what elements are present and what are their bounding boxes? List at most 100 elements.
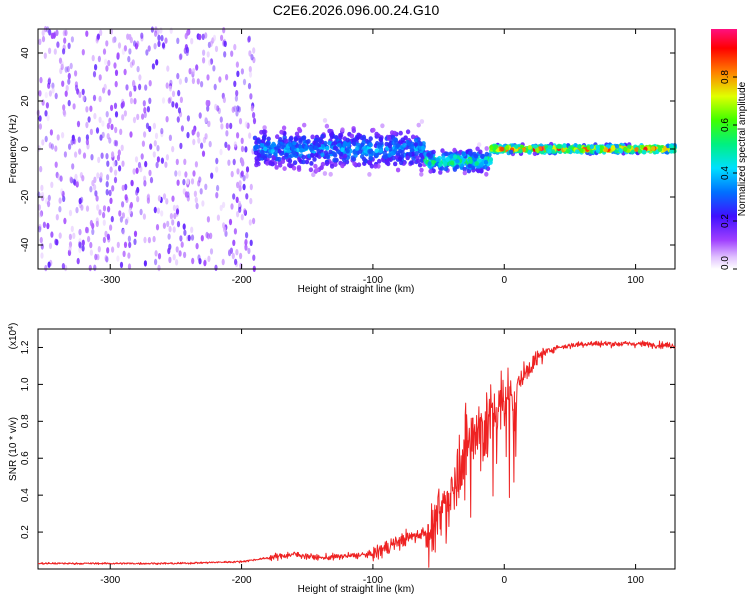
spectrogram-cell — [413, 137, 419, 143]
spectrogram-cell — [201, 150, 206, 157]
spectrogram-cell — [277, 156, 282, 162]
spectrogram-cell — [119, 261, 124, 269]
spectrogram-cell — [291, 165, 297, 171]
spectrogram-cell — [87, 116, 91, 123]
spectrogram-cell — [184, 171, 188, 178]
spectrogram-cell — [240, 145, 245, 153]
spectrogram-cell — [113, 176, 118, 184]
spectrogram-cell — [235, 110, 239, 117]
spectrogram-cell — [290, 145, 296, 151]
spectrogram-cell — [409, 160, 414, 166]
spectrogram-cell — [67, 99, 71, 107]
spectrogram-cell — [103, 83, 107, 91]
spectrogram-cell — [249, 93, 253, 100]
spectrogram-cell — [154, 132, 159, 140]
spectrogram-cell — [64, 66, 68, 73]
spectrogram-cell — [201, 200, 205, 207]
spectrogram-cell — [105, 256, 109, 263]
spectrogram-cell — [114, 126, 118, 134]
spectrogram-cell — [236, 132, 240, 139]
spectrogram-cell — [323, 140, 328, 146]
spectrogram-cell — [278, 162, 283, 168]
spectrogram-cell — [287, 158, 293, 164]
spectrogram-cell — [51, 82, 55, 89]
spectrogram-cell — [99, 29, 103, 36]
spectrogram-cell — [186, 131, 190, 139]
spectrogram-cell — [123, 68, 127, 76]
spectrogram-cell — [89, 105, 93, 112]
spectrogram-cell — [282, 166, 287, 172]
spectrogram-cell — [134, 156, 139, 163]
spectrogram-cell — [101, 120, 105, 127]
spectrogram-cell — [187, 234, 191, 242]
spectrogram-cell — [301, 159, 306, 165]
spectrogram-cell — [346, 142, 351, 148]
spectrogram-cell — [216, 105, 220, 112]
spectrogram-cell — [216, 184, 220, 192]
spectrogram-cell — [227, 159, 231, 166]
spectrogram-cell — [268, 161, 273, 166]
spectrogram-cell — [44, 110, 48, 117]
spectrogram-cell — [91, 180, 95, 187]
spectrogram-cell — [127, 55, 131, 63]
spectrogram-cell — [164, 161, 168, 168]
spectrogram-cell — [249, 239, 253, 246]
spectrogram-cell — [274, 165, 279, 170]
spectrogram-cell — [657, 147, 663, 152]
spectrogram-cell — [247, 82, 252, 90]
spectrogram-cell — [371, 127, 376, 133]
spectrogram-cell — [146, 197, 150, 204]
spectrogram-cell — [58, 197, 62, 204]
spectrogram-cell — [198, 112, 202, 119]
spectrogram-cell — [192, 170, 196, 177]
spectrogram-cell — [96, 33, 100, 40]
spectrogram-cell — [242, 183, 246, 191]
spectrogram-cell — [483, 164, 488, 170]
spectrogram-cell — [143, 180, 147, 187]
spectrogram-cell — [56, 134, 60, 141]
y-tick-label: 0.6 — [20, 451, 31, 465]
spectrogram-cell — [368, 142, 373, 148]
spectrogram-cell — [342, 153, 348, 159]
spectrogram-cell — [179, 142, 183, 150]
spectrogram-cell — [361, 156, 367, 162]
spectrogram-cell — [98, 95, 102, 103]
spectrogram-cell — [198, 33, 202, 41]
spectrogram-cell — [143, 260, 147, 267]
spectrogram-cell — [306, 139, 311, 144]
spectrogram-cell — [210, 172, 214, 179]
spectrogram-cell — [100, 152, 104, 159]
spectrogram-cell — [484, 146, 489, 151]
x-tick-label: 0 — [501, 275, 507, 286]
x-tick-label: -100 — [363, 275, 383, 286]
spectrogram-cell — [85, 134, 89, 141]
spectrogram-cell — [284, 152, 289, 158]
spectrogram-cell — [162, 193, 167, 200]
spectrogram-cell — [139, 165, 143, 173]
spectrogram-cell — [298, 137, 303, 143]
spectrogram-cell — [38, 123, 43, 130]
spectrogram-cell — [358, 149, 363, 154]
spectrogram-cell — [59, 67, 63, 75]
spectrogram-cell — [228, 218, 233, 226]
spectrogram-cell — [55, 214, 59, 221]
spectrogram-cell — [443, 160, 448, 166]
spectrogram-cell — [340, 147, 345, 153]
spectrogram-cell — [231, 252, 235, 260]
spectrogram-cell — [230, 203, 234, 210]
spectrogram-cell — [380, 123, 385, 129]
spectrogram-cell — [168, 134, 172, 141]
spectrogram-cell — [121, 48, 125, 55]
spectrogram-cell — [165, 82, 169, 89]
spectrogram-cell — [151, 63, 155, 70]
spectrogram-cell — [144, 160, 148, 168]
spectrogram-cell — [126, 216, 130, 223]
spectrogram-cell — [449, 153, 454, 159]
spectrogram-cell — [351, 156, 357, 162]
spectrogram-cell — [93, 112, 97, 120]
spectrogram-cell — [50, 143, 55, 150]
spectrogram-cell — [143, 131, 147, 138]
spectrogram-cell — [179, 96, 183, 104]
spectrogram-cell — [392, 130, 397, 136]
spectrogram-cell — [67, 72, 71, 80]
